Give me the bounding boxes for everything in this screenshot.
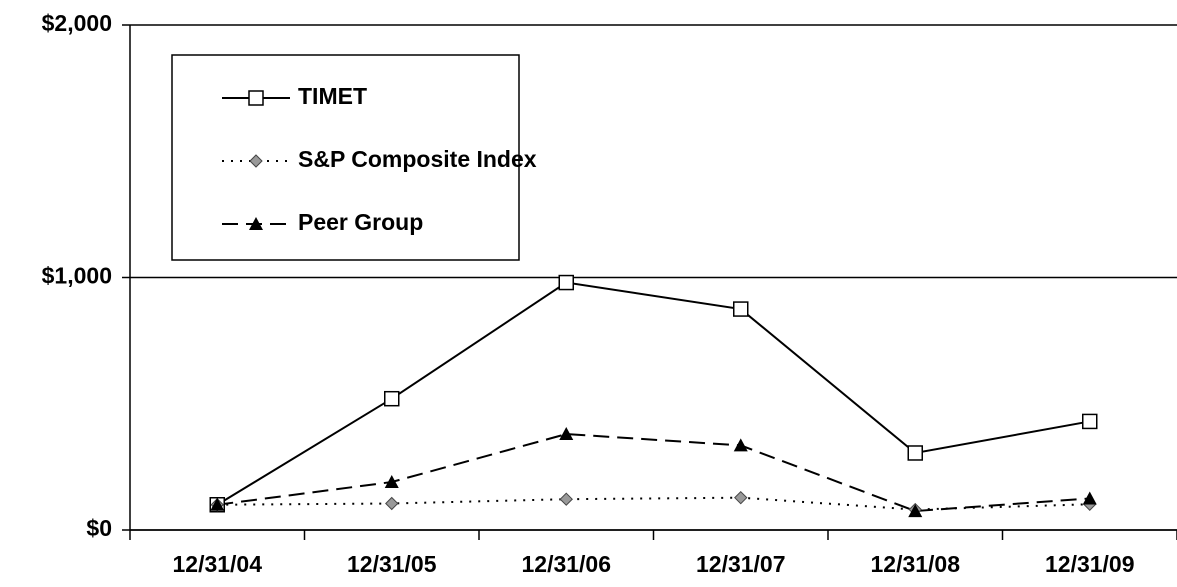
x-tick-label: 12/31/09 [1045,551,1135,577]
marker-square [248,90,264,106]
legend-label: Peer Group [298,209,423,235]
marker-triangle [210,497,225,511]
marker-diamond [734,490,748,505]
legend-label: TIMET [298,83,367,109]
marker-triangle [1082,491,1097,505]
y-tick-label: $2,000 [42,10,112,36]
marker-square [907,445,923,461]
marker-square [733,301,749,317]
x-tick-label: 12/31/06 [521,551,611,577]
series-line [216,281,1090,506]
marker-triangle [249,217,263,230]
x-tick-label: 12/31/08 [870,551,960,577]
marker-diamond [559,492,573,506]
y-tick-label: $0 [86,515,112,541]
marker-diamond [249,154,263,168]
x-tick-label: 12/31/07 [696,551,786,577]
marker-triangle [733,438,748,452]
series-line [217,496,1090,511]
marker-diamond [385,496,399,511]
y-tick-label: $1,000 [42,263,112,289]
marker-square [384,390,400,407]
marker-triangle [384,475,399,489]
marker-square [1082,413,1098,430]
x-tick-label: 12/31/04 [172,551,262,577]
marker-triangle [908,504,923,518]
legend-label: S&P Composite Index [298,146,537,172]
marker-triangle [559,427,574,441]
legend-box [171,54,520,261]
x-tick-label: 12/31/05 [347,551,437,577]
series-line [217,433,1090,513]
marker-square [558,274,574,291]
